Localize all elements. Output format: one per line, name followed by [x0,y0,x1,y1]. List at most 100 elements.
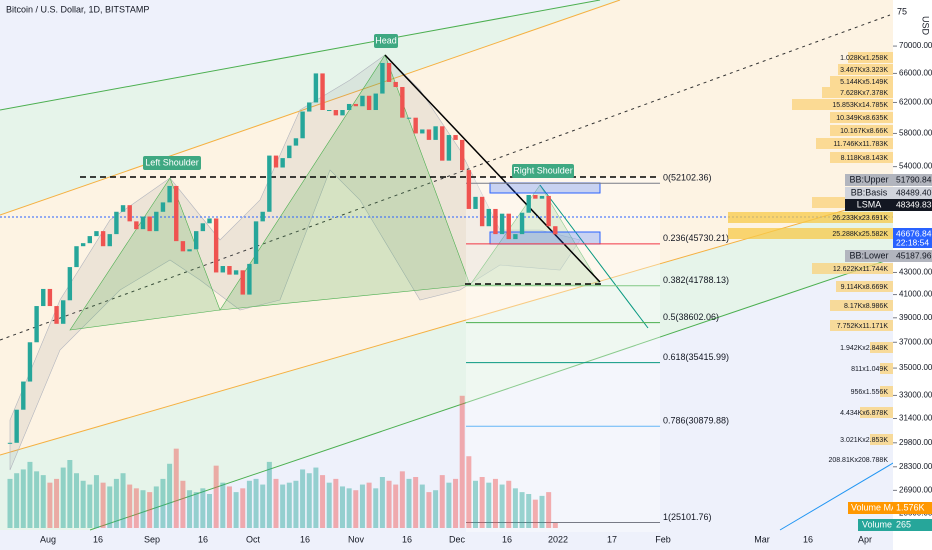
candle [493,208,498,235]
candle [114,211,119,235]
volume-bar [80,480,86,528]
badge-name: Volume MA [851,502,897,512]
candle [154,211,159,232]
volume-bar [453,478,459,528]
volume-bar [499,484,505,528]
volume-bar [473,480,478,528]
volume-bar [180,480,186,528]
candle [74,246,79,268]
volume-bar [60,467,66,528]
badge-value-box [893,228,932,248]
y-tick-label: 39000.00 [899,313,932,322]
profile-bar [822,87,893,98]
candle [61,300,66,324]
profile-label: 3.467Kx3.323K [840,67,888,74]
profile-bar [816,138,893,149]
volume-bar [93,475,99,528]
candle [253,221,259,264]
volume-bar [147,492,153,528]
candle [267,155,272,212]
volume-bar [226,486,232,528]
channel-band [0,0,932,455]
volume-bar [333,478,339,528]
volume-bar [526,494,532,528]
candle [473,196,478,209]
x-tick-label: Sep [144,534,160,544]
y-tick-label: 58000.00 [899,129,932,138]
profile-bar [880,386,893,397]
profile-bar [836,281,893,292]
candle [21,381,26,410]
candle [160,202,166,212]
annotation-box [143,156,201,170]
x-tick-label: 16 [502,534,512,544]
volume-bar [153,486,159,528]
profile-bar [792,99,893,110]
profile-bar [728,228,893,239]
volume-bar [193,492,199,528]
volume-bar [246,480,252,528]
candle [460,139,465,171]
profile-label: 811x1.049K [851,366,888,373]
annotation: Head [375,35,397,45]
volume-bar [300,469,306,528]
profile-label: 208.81Kx208.788K [828,457,888,464]
countdown: 22:18:54 [896,237,929,247]
candle [380,62,385,94]
volume-bar [14,473,20,528]
candle [313,73,319,103]
volume-bar [220,482,226,528]
y-tick-label: 28300.00 [899,462,932,471]
fib-label: 0.382(41788.13) [663,275,729,285]
candle [247,263,252,295]
candle [127,205,132,222]
candle [333,110,339,116]
candle [386,62,392,82]
volume-bar [207,494,212,528]
bollinger-band [9,54,581,471]
volume-bar [373,488,379,528]
volume-bar [366,482,372,528]
candle [67,267,73,301]
volume-bar [27,461,33,528]
range-box [489,182,601,194]
volume-bar [426,492,432,528]
candle [400,86,405,118]
volume-bar [486,482,492,528]
fib-label: 0.786(30879.88) [663,416,729,426]
volume-bar [313,467,319,528]
profile-bar [830,125,893,136]
volume-bar [240,488,246,528]
channel-line [0,0,601,111]
volume-bar [40,475,46,528]
annotation-box [374,34,398,48]
candle [420,129,425,134]
fib-label: 0.236(45730.21) [663,233,729,243]
volume-bar [253,478,259,528]
badge-value-box [893,519,932,531]
candle [300,111,305,139]
candle [307,102,312,112]
volume-bar [492,478,498,528]
x-tick-label: Feb [655,534,671,544]
volume-bar [160,478,166,528]
profile-label: 10.167Kx8.66K [840,128,888,135]
candle [327,110,332,112]
profile-label: 10.349Kx8.635K [836,115,888,122]
fib-label: 0(52102.36) [663,173,712,183]
candle [506,213,511,240]
candle [440,126,445,161]
candle [479,196,485,227]
volume-bar [466,456,472,528]
badge-name: LSMA [857,199,882,209]
candle [287,145,292,159]
volume-bar [320,475,326,528]
badge-value: 265 [896,519,911,529]
badge-value: 46676.84 [896,228,932,238]
volume-bar [293,480,299,528]
candle [433,126,438,140]
fib-label: 1(25101.76) [663,512,712,522]
candle [94,231,99,237]
volume-bar [446,482,452,528]
